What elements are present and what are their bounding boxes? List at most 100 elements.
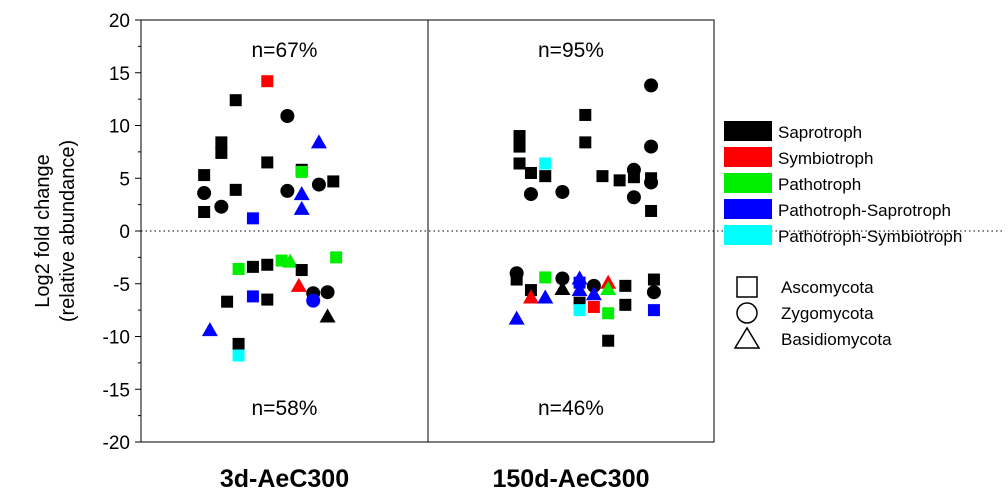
data-point (510, 273, 523, 286)
data-point (585, 286, 602, 301)
data-point (198, 169, 211, 182)
legend-swatch (724, 173, 772, 193)
data-point (602, 334, 615, 347)
data-point (513, 140, 526, 153)
data-point (330, 251, 343, 264)
data-points (197, 75, 661, 362)
data-point (555, 184, 570, 199)
data-point (646, 285, 661, 300)
data-point (295, 264, 308, 277)
legend-label: Pathotroph (778, 175, 861, 194)
data-point (201, 322, 218, 337)
data-point (306, 293, 321, 308)
data-point (246, 212, 259, 225)
legend-shape (736, 302, 758, 324)
legend-label: Basidiomycota (781, 330, 892, 349)
data-point (290, 277, 307, 292)
data-point (539, 271, 552, 284)
data-point (198, 206, 211, 219)
legend-shape (733, 326, 761, 349)
data-point (555, 271, 570, 286)
data-point (215, 136, 228, 149)
y-tick-label: -10 (103, 328, 130, 349)
data-point (197, 186, 212, 201)
y-tick-label: -5 (113, 275, 130, 296)
data-point (261, 156, 274, 169)
data-point (571, 270, 588, 285)
data-point (295, 165, 308, 178)
data-point (554, 281, 571, 296)
data-point (539, 157, 552, 170)
data-point (647, 304, 660, 317)
data-point (311, 177, 326, 192)
y-tick-label: -15 (103, 380, 130, 401)
y-axis-label-line1: Log2 fold change (32, 154, 54, 307)
legend-swatch (724, 199, 772, 219)
data-point (232, 349, 245, 362)
data-point (246, 290, 259, 303)
data-point (613, 174, 626, 187)
guild-legend: Saprotroph Symbiotroph Pathotroph Pathotrop… (724, 121, 962, 246)
data-point (644, 78, 659, 93)
legend-label: Zygomycota (781, 304, 874, 323)
data-point (647, 273, 660, 286)
data-point (524, 166, 537, 179)
data-point (229, 94, 242, 107)
data-point (275, 254, 288, 267)
data-point (522, 289, 539, 304)
data-point (539, 170, 552, 183)
data-point (626, 190, 641, 205)
data-point (215, 146, 228, 159)
data-point (232, 337, 245, 350)
bottom-annotation-150d: n=46% (538, 397, 604, 420)
data-point (293, 200, 310, 215)
data-point (327, 175, 340, 188)
bottom-annotation-3d: n=58% (252, 397, 318, 420)
data-point (645, 204, 658, 217)
data-point (513, 157, 526, 170)
data-point (571, 282, 588, 297)
y-axis: 20 15 10 5 0 -5 -10 -15 -20 (103, 11, 142, 454)
y-axis-label-line2: (relative abundance) (57, 140, 79, 322)
y-tick-label: 15 (109, 64, 130, 85)
data-point (579, 108, 592, 121)
top-annotation-3d: n=67% (252, 39, 318, 62)
data-point (261, 293, 274, 306)
data-point (586, 278, 601, 293)
data-point (602, 307, 615, 320)
panel-frame-150d (427, 19, 715, 443)
y-tick-label: 10 (109, 117, 130, 138)
data-point (573, 304, 586, 317)
data-point (600, 281, 617, 296)
panel-label-150d: 150d-AeC300 (492, 465, 649, 493)
data-point (619, 298, 632, 311)
data-point (644, 175, 659, 190)
panel-labels: 3d-AeC300 150d-AeC300 (220, 465, 650, 493)
y-tick-label: 5 (119, 169, 130, 190)
data-point (229, 183, 242, 196)
data-point (246, 260, 259, 273)
y-tick-label: 20 (109, 11, 130, 32)
data-point (508, 310, 525, 325)
plot-frame (140, 19, 715, 443)
data-point (320, 285, 335, 300)
panel-annotations: n=67% n=58% n=95% n=46% (252, 39, 604, 420)
legend-label: Ascomycota (781, 278, 874, 297)
data-point (261, 75, 274, 88)
legend-shape (736, 276, 758, 298)
y-tick-label: 0 (119, 222, 130, 243)
y-axis-title: Log2 fold change (relative abundance) (32, 140, 79, 322)
data-point (596, 170, 609, 183)
data-point (214, 199, 229, 214)
data-point (293, 186, 310, 201)
legend-swatch (724, 225, 772, 245)
data-point (627, 171, 640, 184)
data-point (587, 300, 600, 313)
data-point (261, 258, 274, 271)
legend-swatch (724, 147, 772, 167)
data-point (280, 183, 295, 198)
top-annotation-150d: n=95% (538, 39, 604, 62)
legend-swatch (724, 121, 772, 141)
